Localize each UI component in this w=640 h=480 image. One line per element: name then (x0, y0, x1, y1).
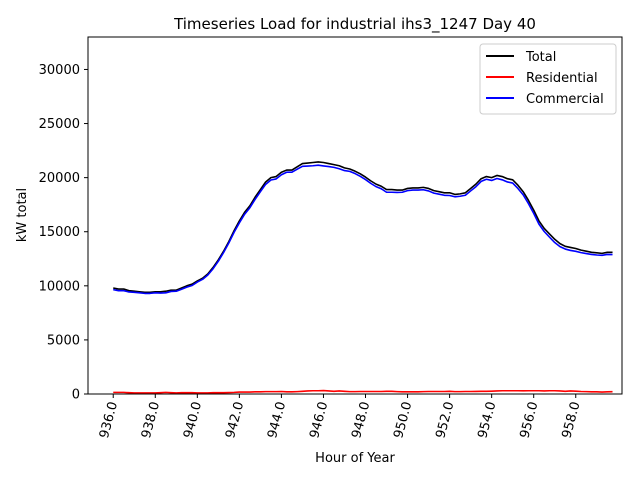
y-tick-label: 30000 (39, 63, 80, 78)
legend-label-residential: Residential (526, 71, 598, 86)
series-line-residential (113, 389, 613, 394)
y-tick-label: 25000 (39, 117, 80, 132)
x-axis-label: Hour of Year (315, 451, 395, 466)
series-line-commercial (113, 164, 613, 295)
plot-frame (87, 36, 623, 395)
series-layer (113, 161, 613, 394)
chart-title: Timeseries Load for industrial ihs3_1247… (173, 15, 536, 34)
legend-label-total: Total (525, 50, 556, 65)
legend-label-commercial: Commercial (526, 92, 604, 107)
y-tick-label: 10000 (39, 279, 80, 294)
series-line-total (113, 161, 613, 294)
y-axis: 0 5000 10000 15000 20000 25000 30000 (39, 63, 88, 403)
y-tick-label: 15000 (39, 225, 80, 240)
y-tick-label: 0 (72, 388, 80, 403)
legend: Total Residential Commercial (479, 43, 617, 115)
legend-box (479, 43, 617, 115)
y-axis-label: kW total (15, 188, 30, 242)
y-tick-label: 20000 (39, 171, 80, 186)
y-tick-label: 5000 (47, 333, 80, 348)
